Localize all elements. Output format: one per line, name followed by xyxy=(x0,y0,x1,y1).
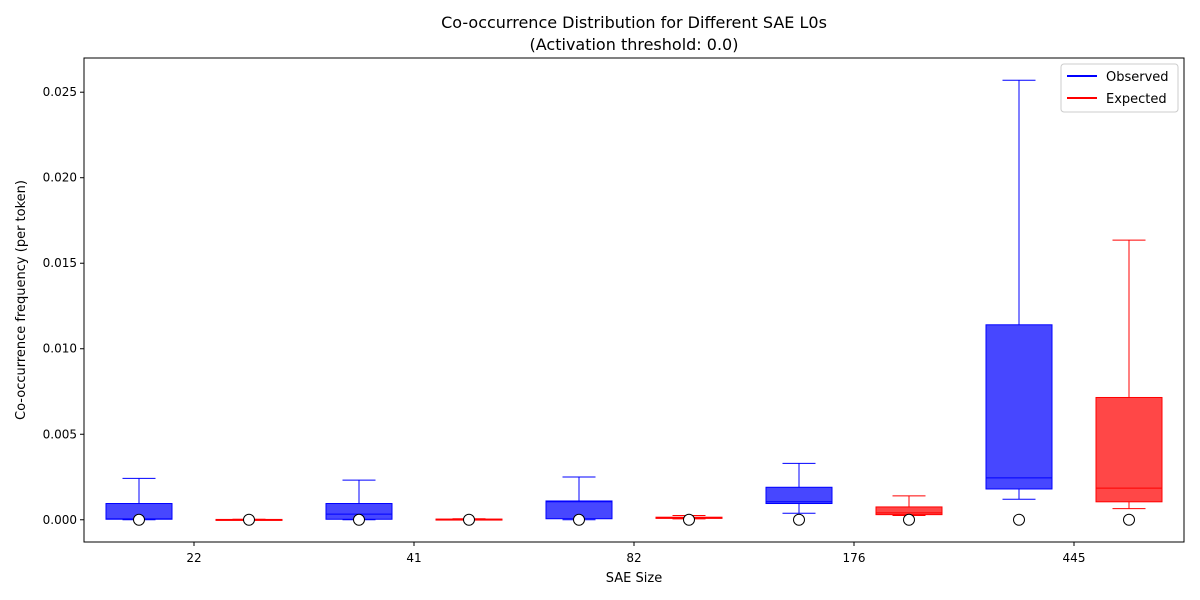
chart-title-line2: (Activation threshold: 0.0) xyxy=(530,35,739,54)
outlier-point xyxy=(133,513,145,526)
outlier-point xyxy=(903,513,915,526)
expected-box-82 xyxy=(655,513,723,526)
observed-box-445 xyxy=(985,79,1053,526)
outlier-point xyxy=(353,513,365,526)
expected-box-176 xyxy=(875,495,943,526)
iqr-box xyxy=(1095,396,1163,503)
outlier-point xyxy=(573,513,585,526)
x-tick-label: 176 xyxy=(843,551,866,565)
outlier-point xyxy=(243,513,255,526)
observed-box-176 xyxy=(765,462,833,526)
x-tick-label: 22 xyxy=(186,551,201,565)
outlier-point xyxy=(683,513,695,526)
observed-box-41 xyxy=(325,479,393,526)
y-tick-label: 0.000 xyxy=(43,513,77,527)
legend-observed-label: Observed xyxy=(1106,70,1169,85)
iqr-box xyxy=(875,506,943,516)
y-tick-label: 0.020 xyxy=(43,171,77,185)
expected-box-22 xyxy=(215,513,283,526)
iqr-box xyxy=(765,486,833,505)
legend: Observed Expected xyxy=(1060,63,1179,113)
iqr-box xyxy=(985,324,1053,490)
x-tick-label: 41 xyxy=(406,551,421,565)
outlier-point xyxy=(1123,513,1135,526)
axes-frame xyxy=(83,57,1185,543)
y-tick-label: 0.025 xyxy=(43,85,77,99)
chart-title-line1: Co-occurrence Distribution for Different… xyxy=(441,13,827,32)
y-tick-label: 0.010 xyxy=(43,342,77,356)
x-axis: 22 41 82 176 445 xyxy=(186,542,1085,565)
outlier-point xyxy=(463,513,475,526)
outlier-point xyxy=(1013,513,1025,526)
plot-area xyxy=(105,79,1163,526)
observed-box-22 xyxy=(105,477,173,526)
legend-expected-label: Expected xyxy=(1106,92,1167,107)
y-tick-label: 0.005 xyxy=(43,427,77,441)
outlier-point xyxy=(793,513,805,526)
expected-box-41 xyxy=(435,513,503,526)
x-tick-label: 445 xyxy=(1063,551,1086,565)
y-axis-label: Co-occurrence frequency (per token) xyxy=(14,180,29,420)
observed-box-82 xyxy=(545,476,613,526)
expected-box-445 xyxy=(1095,239,1163,526)
y-tick-label: 0.015 xyxy=(43,256,77,270)
y-axis: 0.000 0.005 0.010 0.015 0.020 0.025 xyxy=(43,85,84,527)
x-tick-label: 82 xyxy=(626,551,641,565)
x-axis-label: SAE Size xyxy=(606,571,662,586)
